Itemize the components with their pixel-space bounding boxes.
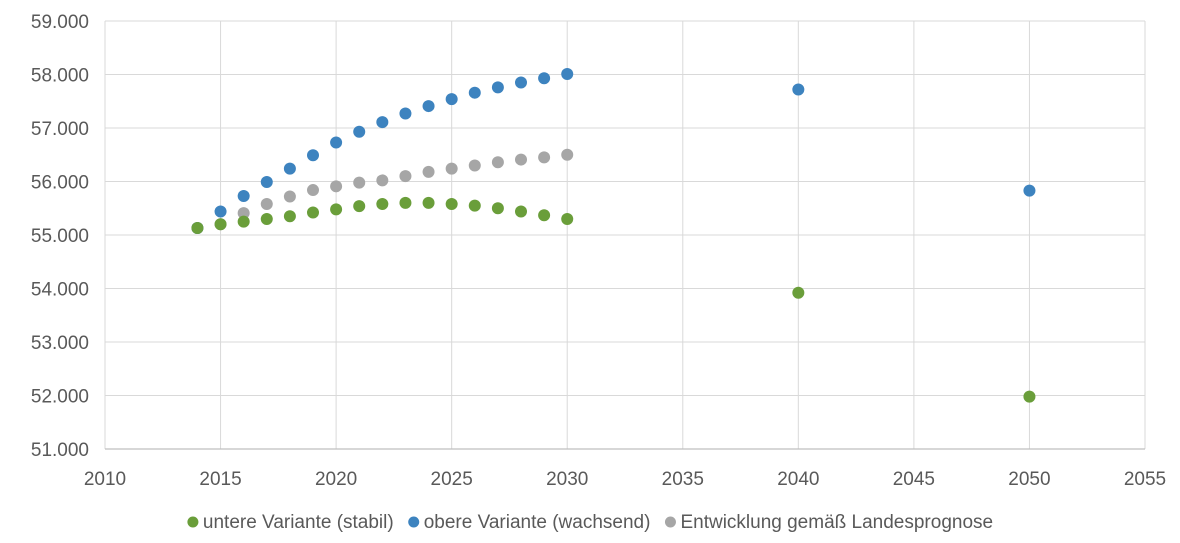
data-point (422, 165, 435, 178)
data-point (307, 149, 319, 162)
data-point (792, 286, 805, 299)
legend: untere Variante (stabil) obere Variante (… (187, 512, 993, 533)
data-point (330, 203, 343, 216)
data-point (353, 176, 366, 189)
x-tick-label: 2055 (1124, 469, 1166, 490)
y-tick-label: 58.000 (31, 66, 89, 87)
data-point (283, 190, 296, 203)
data-point (283, 162, 296, 175)
data-point (468, 86, 481, 99)
data-point (515, 205, 527, 218)
data-point (491, 202, 504, 215)
legend-item: untere Variante (stabil) (187, 512, 394, 533)
y-tick-label: 54.000 (31, 280, 89, 301)
legend-label: untere Variante (stabil) (203, 512, 394, 533)
data-point (422, 196, 435, 209)
y-tick-label: 56.000 (31, 173, 89, 194)
legend-label: obere Variante (wachsend) (424, 512, 651, 533)
legend-marker (664, 516, 676, 528)
data-point (376, 174, 389, 187)
y-tick-label: 57.000 (31, 119, 89, 140)
data-point (260, 176, 273, 189)
y-tick-label: 59.000 (31, 12, 89, 33)
x-tick-label: 2045 (893, 469, 935, 490)
data-point (283, 210, 296, 223)
data-point (399, 170, 412, 183)
data-point (491, 156, 504, 169)
legend-label: Entwicklung gemäß Landesprognose (680, 512, 993, 533)
data-point (561, 67, 574, 80)
data-point (445, 93, 458, 106)
x-tick-label: 2035 (662, 469, 704, 490)
x-tick-label: 2020 (315, 469, 357, 490)
data-point (445, 162, 458, 175)
legend-marker (408, 516, 420, 528)
y-tick-label: 55.000 (31, 226, 89, 247)
data-point (399, 196, 412, 209)
data-point (376, 197, 389, 210)
x-axis-tick-labels: 2010 2015 2020 2025 2030 2035 2040 2045 2050 2055 (84, 469, 1166, 490)
data-point (376, 116, 389, 129)
data-point (330, 136, 343, 149)
data-point (538, 209, 551, 222)
data-point (353, 200, 366, 213)
grid-lines (104, 20, 1146, 450)
data-point (538, 72, 551, 85)
data-point (260, 212, 273, 225)
data-point (237, 189, 250, 202)
data-point (445, 197, 458, 210)
data-point (399, 107, 412, 120)
x-tick-label: 2015 (199, 469, 241, 490)
x-tick-label: 2010 (84, 469, 126, 490)
data-point (214, 205, 227, 218)
y-tick-label: 52.000 (31, 387, 89, 408)
data-point (237, 207, 250, 220)
data-point (353, 125, 366, 138)
x-tick-label: 2040 (777, 469, 819, 490)
y-tick-label: 51.000 (31, 440, 89, 461)
data-point (260, 197, 273, 210)
data-point (330, 180, 343, 193)
data-point (538, 151, 551, 164)
legend-item: Entwicklung gemäß Landesprognose (664, 512, 993, 533)
data-points (191, 67, 1036, 403)
data-point (491, 81, 504, 94)
data-point (561, 212, 574, 225)
data-point (237, 215, 250, 228)
y-axis-tick-labels: 51.000 52.000 53.000 54.000 55.000 56.000 57.0… (31, 12, 89, 461)
data-point (561, 148, 574, 161)
x-tick-label: 2025 (431, 469, 473, 490)
data-point (468, 159, 481, 172)
data-point (307, 206, 319, 219)
data-point (515, 153, 527, 166)
y-tick-label: 53.000 (31, 333, 89, 354)
x-tick-label: 2050 (1008, 469, 1050, 490)
data-point (468, 199, 481, 212)
x-tick-label: 2030 (546, 469, 588, 490)
data-point (515, 76, 527, 89)
data-point (792, 83, 805, 96)
data-point (1023, 184, 1036, 197)
data-point (191, 222, 204, 235)
legend-item: obere Variante (wachsend) (408, 512, 650, 533)
data-point (1023, 390, 1036, 403)
data-point (214, 218, 227, 231)
data-point (422, 100, 435, 113)
data-point (307, 184, 319, 197)
legend-marker (187, 516, 199, 528)
